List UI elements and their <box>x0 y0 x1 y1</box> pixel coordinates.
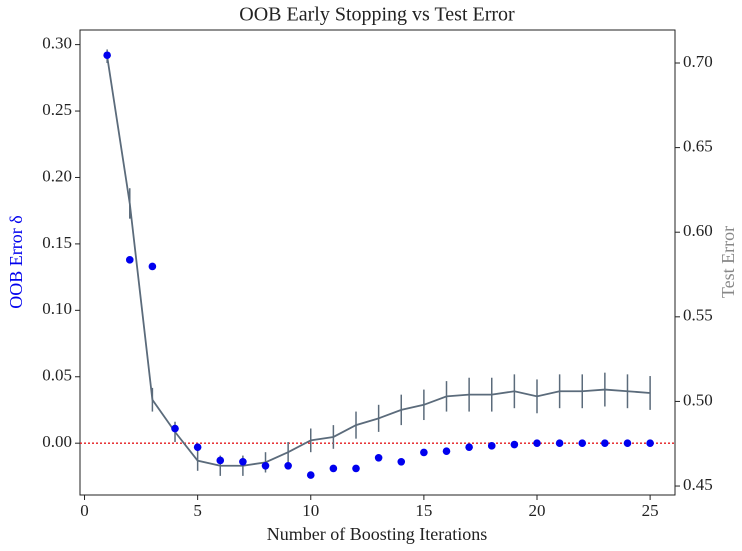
oob-point <box>420 448 428 457</box>
oob-point <box>329 464 338 473</box>
x-tick-label: 15 <box>415 501 432 520</box>
plot-frame <box>79 29 676 496</box>
oob-point <box>578 439 587 447</box>
y2-tick-label: 0.55 <box>683 306 713 325</box>
y-tick-label: 0.00 <box>42 432 72 451</box>
y-tick-label: 0.10 <box>42 299 72 318</box>
oob-point <box>306 471 315 479</box>
y2-axis-label: Test Error <box>718 226 738 298</box>
y2-tick-label: 0.45 <box>683 475 713 494</box>
y2-tick-label: 0.50 <box>683 390 713 409</box>
oob-point <box>397 457 406 466</box>
oob-point <box>374 454 383 462</box>
test-error-line <box>106 56 651 467</box>
oob-point <box>623 439 632 447</box>
oob-point <box>148 262 157 271</box>
oob-point <box>601 439 609 447</box>
x-tick-label: 10 <box>302 501 319 520</box>
y-tick-label: 0.30 <box>42 34 72 53</box>
oob-point <box>465 443 473 451</box>
oob-point <box>171 424 179 433</box>
oob-point <box>510 440 519 449</box>
x-axis-label: Number of Boosting Iterations <box>267 524 487 544</box>
oob-point <box>261 461 270 470</box>
oob-point <box>646 439 654 447</box>
y-tick-label: 0.20 <box>42 166 72 185</box>
oob-point <box>193 443 202 451</box>
oob-point <box>442 447 451 455</box>
x-tick-label: 20 <box>528 501 545 520</box>
oob-point <box>239 457 247 466</box>
y-axis-label: OOB Error δ <box>6 215 26 308</box>
y-tick-label: 0.05 <box>42 366 72 385</box>
chart-title: OOB Early Stopping vs Test Error <box>239 4 515 26</box>
x-tick-label: 25 <box>642 501 659 520</box>
y-tick-label: 0.25 <box>42 100 72 119</box>
oob-point <box>555 439 564 447</box>
oob-point <box>125 256 134 264</box>
y-tick-label: 0.15 <box>42 233 72 252</box>
y2-tick-label: 0.60 <box>683 221 713 240</box>
x-tick-label: 0 <box>80 501 89 520</box>
x-tick-label: 5 <box>193 501 202 520</box>
oob-point <box>487 442 496 450</box>
oob-point <box>216 456 225 465</box>
y2-tick-label: 0.70 <box>683 52 713 71</box>
y2-tick-label: 0.65 <box>683 137 713 156</box>
oob-point <box>103 51 111 60</box>
oob-point <box>284 461 292 470</box>
oob-point <box>352 464 360 473</box>
oob-point <box>533 439 541 447</box>
